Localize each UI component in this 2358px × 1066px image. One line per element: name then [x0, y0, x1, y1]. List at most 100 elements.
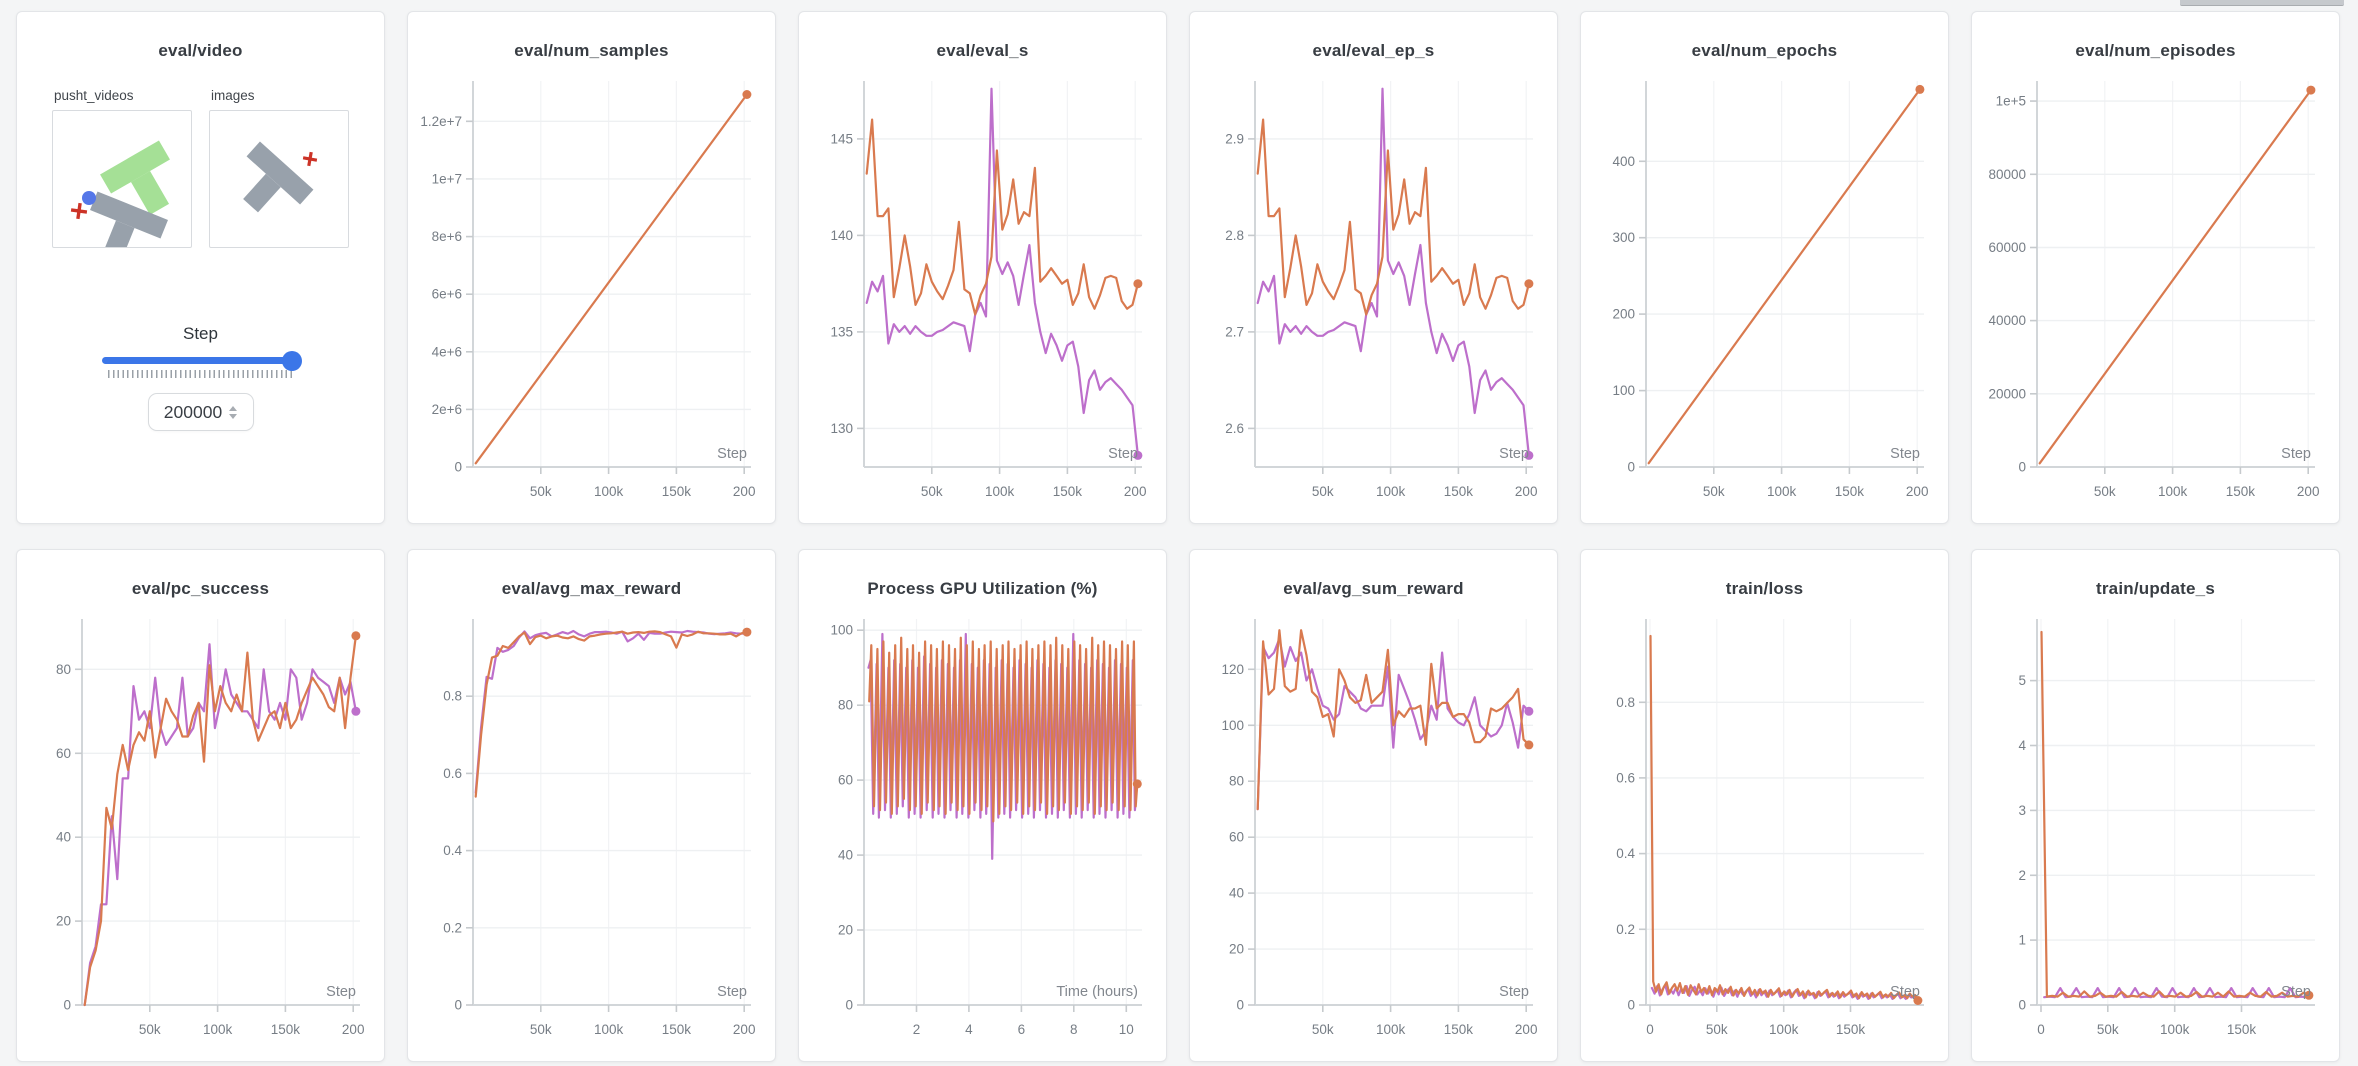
- svg-text:50k: 50k: [138, 1022, 160, 1037]
- chart-title: eval/avg_max_reward: [501, 579, 682, 598]
- svg-text:1: 1: [2018, 933, 2026, 948]
- svg-text:150k: 150k: [270, 1022, 300, 1037]
- svg-text:0: 0: [1646, 1022, 1654, 1037]
- chart-canvas-eval-avg-max-reward[interactable]: 50k 100k 150k 200 0 0.2 0.4 0.6 0.8 Step: [416, 606, 768, 1052]
- svg-text:100k: 100k: [1375, 1022, 1405, 1037]
- chart-canvas-eval-eval-s[interactable]: 50k 100k 150k 200 130 135 140 145 Step: [807, 68, 1159, 514]
- svg-text:150k: 150k: [2226, 1022, 2256, 1037]
- svg-text:50k: 50k: [1702, 484, 1724, 499]
- chart-canvas-eval-num-episodes[interactable]: 50k 100k 150k 200 0 20000 40000 60000 80000 1e+5 S…: [1980, 68, 2332, 514]
- series-purple-run: [1256, 637, 1530, 811]
- chart-title: train/loss: [1725, 579, 1804, 598]
- series-orange-run: [1256, 118, 1530, 316]
- svg-text:8e+6: 8e+6: [431, 229, 461, 244]
- svg-text:145: 145: [830, 131, 853, 146]
- svg-text:2: 2: [2018, 868, 2026, 883]
- svg-text:4: 4: [2018, 738, 2026, 753]
- svg-text:1e+5: 1e+5: [1995, 94, 2025, 109]
- series-purple-run: [83, 643, 357, 1007]
- svg-text:140: 140: [830, 228, 853, 243]
- svg-text:200: 200: [1123, 484, 1146, 499]
- svg-text:0.2: 0.2: [443, 920, 462, 935]
- svg-text:60: 60: [837, 773, 852, 788]
- stepper-arrows-icon[interactable]: [229, 405, 238, 419]
- x-axis-label: Step: [1890, 984, 1920, 1000]
- pusht-video-thumbnail[interactable]: [52, 110, 192, 260]
- clipped-scrollbar-edge: [2180, 0, 2344, 6]
- series-orange-run: [867, 636, 1138, 823]
- series-purple-run: [1256, 87, 1530, 457]
- svg-text:6e+6: 6e+6: [431, 287, 461, 302]
- svg-text:150k: 150k: [1443, 1022, 1473, 1037]
- svg-text:2.9: 2.9: [1225, 131, 1244, 146]
- series-purple-run: [865, 87, 1139, 457]
- x-axis-label: Step: [717, 984, 747, 1000]
- chart-canvas-eval-eval-ep-s[interactable]: 50k 100k 150k 200 2.6 2.7 2.8 2.9 Step: [1198, 68, 1550, 514]
- chart-canvas-train-update-s[interactable]: 0 50k 100k 150k 0 1 2 3 4 5 Step: [1980, 606, 2332, 1052]
- svg-text:2.8: 2.8: [1225, 228, 1244, 243]
- svg-text:40: 40: [55, 830, 70, 845]
- svg-text:150k: 150k: [1443, 484, 1473, 499]
- panel-eval-eval-s: eval/eval_s 50k 100k 150k 200 130 135 140 145 Ste…: [798, 11, 1167, 524]
- svg-text:0: 0: [454, 998, 462, 1013]
- svg-text:4e+6: 4e+6: [431, 344, 461, 359]
- svg-text:200: 200: [2296, 484, 2319, 499]
- chart-title: eval/eval_ep_s: [1312, 41, 1435, 60]
- svg-text:150k: 150k: [2225, 484, 2255, 499]
- chart-canvas-train-loss[interactable]: 0 50k 100k 150k 0 0.2 0.4 0.6 0.8 Step: [1589, 606, 1941, 1052]
- svg-text:60000: 60000: [1988, 240, 2026, 255]
- svg-text:0: 0: [454, 460, 462, 475]
- x-axis-label: Step: [1108, 446, 1138, 462]
- panel-eval-avg-sum-reward: eval/avg_sum_reward 50k 100k 150k 200 0 20 40 60…: [1189, 549, 1558, 1062]
- svg-text:150k: 150k: [661, 1022, 691, 1037]
- series-end-dot-orange-run: [741, 627, 751, 637]
- x-axis-label: Step: [1499, 446, 1529, 462]
- svg-text:100k: 100k: [1766, 484, 1796, 499]
- images-thumbnail[interactable]: [209, 110, 349, 248]
- series-end-dot-orange-run: [2305, 85, 2315, 95]
- svg-text:60: 60: [55, 746, 70, 761]
- chart-title: train/update_s: [2096, 579, 2215, 598]
- step-slider[interactable]: [17, 350, 384, 378]
- chart-canvas-eval-num-epochs[interactable]: 50k 100k 150k 200 0 100 200 300 400 Step: [1589, 68, 1941, 514]
- series-orange-run: [1647, 88, 1921, 465]
- series-orange-run: [1256, 629, 1530, 811]
- x-axis-label: Step: [2281, 446, 2311, 462]
- svg-text:120: 120: [1221, 662, 1244, 677]
- media-item-images: images: [209, 88, 349, 248]
- slider-tick-ruler: [107, 370, 294, 378]
- slider-handle[interactable]: [281, 350, 302, 371]
- svg-text:20: 20: [55, 914, 70, 929]
- step-value-input[interactable]: 200000: [147, 393, 254, 431]
- svg-text:150k: 150k: [1834, 484, 1864, 499]
- svg-text:100k: 100k: [1769, 1022, 1799, 1037]
- svg-text:1.2e+7: 1.2e+7: [420, 114, 462, 129]
- chart-canvas-eval-pc-success[interactable]: 50k 100k 150k 200 0 20 40 60 80 Step: [25, 606, 377, 1052]
- panel-title: eval/video: [158, 41, 243, 60]
- svg-text:100k: 100k: [593, 1022, 623, 1037]
- svg-text:20: 20: [1228, 942, 1243, 957]
- series-end-dot-orange-run: [1523, 279, 1533, 289]
- series-orange-run: [865, 118, 1139, 316]
- series-end-dot-orange-run: [1914, 84, 1924, 94]
- slider-track[interactable]: [101, 350, 302, 371]
- svg-text:100: 100: [830, 623, 853, 638]
- series-end-dot-purple-run: [1523, 450, 1533, 460]
- svg-text:0.6: 0.6: [1616, 770, 1635, 785]
- svg-text:80: 80: [55, 662, 70, 677]
- svg-text:5: 5: [2018, 673, 2026, 688]
- svg-text:20: 20: [837, 923, 852, 938]
- svg-text:0: 0: [1236, 998, 1244, 1013]
- chart-title: eval/avg_sum_reward: [1283, 579, 1464, 598]
- chart-canvas-eval-avg-sum-reward[interactable]: 50k 100k 150k 200 0 20 40 60 80 100 120 Step: [1198, 606, 1550, 1052]
- svg-text:100k: 100k: [202, 1022, 232, 1037]
- chart-canvas-eval-num-samples[interactable]: 50k 100k 150k 200 0 2e+6 4e+6 6e+6 8e+6 1e+7 1.2e+…: [416, 68, 768, 514]
- svg-text:20000: 20000: [1988, 386, 2026, 401]
- chart-title: eval/num_episodes: [2075, 41, 2236, 60]
- svg-text:4: 4: [965, 1022, 973, 1037]
- series-orange-run: [2039, 630, 2310, 998]
- media-label: pusht_videos: [54, 88, 134, 103]
- svg-text:50k: 50k: [920, 484, 942, 499]
- svg-text:50k: 50k: [1311, 1022, 1333, 1037]
